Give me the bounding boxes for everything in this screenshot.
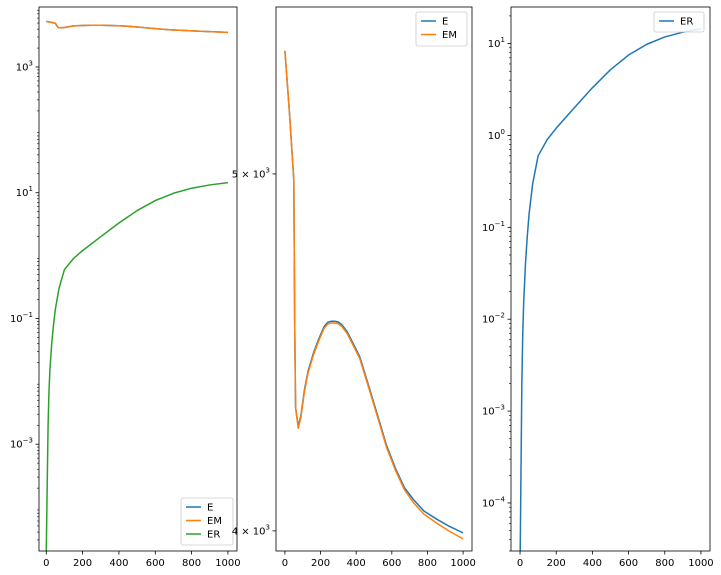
x-tick-label: 0 bbox=[517, 558, 523, 569]
axes-frame bbox=[275, 6, 473, 552]
y-tick-exponent: 3 bbox=[266, 166, 270, 174]
y-tick-label: 10−3 bbox=[10, 437, 33, 451]
legend-label: EM bbox=[207, 516, 222, 527]
y-tick-base: 10 bbox=[10, 440, 23, 451]
y-tick-label: 10−1 bbox=[482, 220, 505, 234]
series-line-em bbox=[284, 50, 464, 540]
y-tick-label: 10−2 bbox=[482, 312, 505, 326]
series-line-em bbox=[46, 20, 228, 34]
y-tick-exponent: −3 bbox=[495, 404, 505, 412]
x-tick-label: 600 bbox=[146, 558, 165, 569]
y-tick-base: 10 bbox=[488, 131, 501, 142]
y-tick-label: 10−3 bbox=[482, 404, 505, 418]
legend-label: E bbox=[207, 503, 213, 514]
y-tick-base: 10 bbox=[482, 315, 495, 326]
legend-label: E bbox=[442, 17, 448, 28]
x-tick-label: 1000 bbox=[450, 558, 475, 569]
y-tick-base: 10 bbox=[482, 407, 495, 418]
y-tick-label: 101 bbox=[16, 185, 33, 199]
x-tick-label: 0 bbox=[43, 558, 49, 569]
x-tick-label: 400 bbox=[109, 558, 128, 569]
x-tick-label: 200 bbox=[311, 558, 330, 569]
x-tick-label: 600 bbox=[382, 558, 401, 569]
y-tick-base: 10 bbox=[10, 314, 23, 325]
y-tick-base: 10 bbox=[482, 498, 495, 509]
x-tick-label: 800 bbox=[418, 558, 437, 569]
x-tick-label: 800 bbox=[182, 558, 201, 569]
y-tick-base: 4 × 10 bbox=[232, 526, 266, 537]
y-tick-label: 10−1 bbox=[10, 311, 33, 325]
x-tick-label: 1000 bbox=[215, 558, 240, 569]
legend-label: ER bbox=[680, 17, 693, 28]
y-tick-base: 5 × 10 bbox=[232, 169, 266, 180]
y-tick-exponent: −3 bbox=[23, 437, 33, 445]
y-tick-label: 103 bbox=[16, 59, 33, 73]
x-tick-label: 200 bbox=[547, 558, 566, 569]
legend-label: ER bbox=[207, 530, 220, 541]
series-line-er bbox=[519, 28, 702, 551]
y-tick-exponent: −2 bbox=[495, 312, 505, 320]
y-tick-base: 10 bbox=[488, 39, 501, 50]
x-tick-label: 400 bbox=[347, 558, 366, 569]
x-tick-label: 600 bbox=[619, 558, 638, 569]
axes-frame bbox=[510, 6, 711, 552]
legend-label: EM bbox=[442, 30, 457, 41]
x-tick-label: 400 bbox=[583, 558, 602, 569]
y-tick-label: 10−4 bbox=[482, 495, 506, 509]
y-tick-exponent: 0 bbox=[501, 128, 505, 136]
y-tick-exponent: 1 bbox=[29, 185, 33, 193]
y-tick-exponent: 1 bbox=[501, 36, 505, 44]
legend-box bbox=[653, 11, 705, 33]
x-tick-label: 200 bbox=[73, 558, 92, 569]
x-tick-label: 1000 bbox=[688, 558, 713, 569]
series-line-er bbox=[45, 181, 229, 551]
y-tick-exponent: −4 bbox=[495, 495, 506, 503]
y-tick-base: 10 bbox=[16, 188, 29, 199]
y-tick-exponent: 3 bbox=[266, 523, 270, 531]
y-tick-base: 10 bbox=[482, 223, 495, 234]
y-tick-label: 100 bbox=[488, 128, 505, 142]
axes-frame bbox=[38, 6, 238, 552]
y-tick-exponent: 3 bbox=[29, 59, 33, 67]
y-tick-exponent: −1 bbox=[495, 220, 505, 228]
y-tick-label: 101 bbox=[488, 36, 505, 50]
y-tick-label: 4 × 103 bbox=[232, 523, 270, 537]
x-tick-label: 800 bbox=[655, 558, 674, 569]
y-tick-base: 10 bbox=[16, 62, 29, 73]
x-tick-label: 0 bbox=[282, 558, 288, 569]
y-tick-exponent: −1 bbox=[23, 311, 33, 319]
y-tick-label: 5 × 103 bbox=[232, 166, 270, 180]
